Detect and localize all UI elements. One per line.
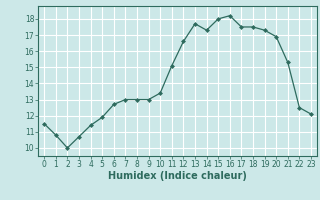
X-axis label: Humidex (Indice chaleur): Humidex (Indice chaleur) (108, 171, 247, 181)
